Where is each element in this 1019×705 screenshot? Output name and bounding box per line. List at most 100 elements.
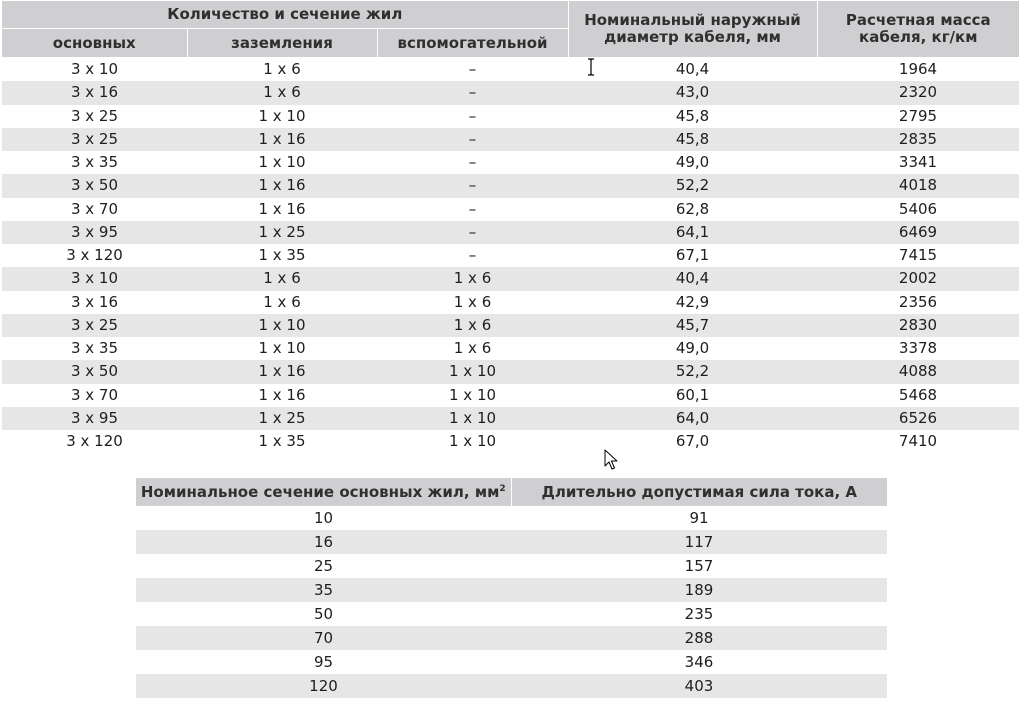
table-row: 120 403 bbox=[136, 674, 887, 698]
aux-cores-cell: 1 x 6 bbox=[377, 267, 569, 291]
main-cores-cell: 3 x 70 bbox=[70, 385, 119, 404]
diameter-cell: 45,8 bbox=[568, 127, 818, 151]
mass-cell: 6526 bbox=[817, 406, 1019, 430]
diameter-cell: 64,1 bbox=[568, 220, 818, 244]
diameter-cell: 40,4 bbox=[675, 60, 710, 79]
mass-cell: 7415 bbox=[898, 246, 938, 265]
table-row: 50 235 bbox=[136, 602, 887, 626]
ground-cores-cell: 1 x 16 bbox=[187, 174, 377, 198]
group-header-cores: Количество и сечение жил bbox=[2, 1, 569, 29]
mass-cell: 5406 bbox=[898, 199, 938, 218]
table-row: 3 x 70 1 x 16 1 x 10 60,1 5468 bbox=[2, 384, 1019, 407]
main-cores-cell: 3 x 120 bbox=[66, 246, 123, 265]
nominal-section-cell: 16 bbox=[136, 530, 511, 554]
current-cell: 346 bbox=[684, 652, 714, 671]
table-row: 3 x 95 1 x 25 1 x 10 64,0 6526 bbox=[2, 406, 1019, 430]
current-rating-table: Номинальное сечение основных жил, мм2 Дл… bbox=[136, 478, 887, 698]
aux-cores-cell: – bbox=[468, 246, 477, 265]
header-ground-cores: заземления bbox=[186, 28, 377, 58]
nominal-section-cell: 25 bbox=[313, 556, 334, 575]
main-cores-cell: 3 x 95 bbox=[2, 220, 187, 244]
nominal-section-cell: 10 bbox=[313, 508, 334, 527]
main-cores-cell: 3 x 25 bbox=[70, 106, 119, 125]
diameter-cell: 60,1 bbox=[675, 385, 710, 404]
main-cores-cell: 3 x 16 bbox=[2, 81, 187, 105]
mass-cell: 2002 bbox=[817, 267, 1019, 291]
table-row: 3 x 25 1 x 10 1 x 6 45,7 2830 bbox=[2, 313, 1019, 337]
nominal-section-cell: 35 bbox=[136, 578, 511, 602]
table-row: 3 x 50 1 x 16–52,2 4018 bbox=[2, 174, 1019, 198]
diameter-cell: 42,9 bbox=[675, 292, 710, 311]
main-cores-cell: 3 x 50 bbox=[2, 174, 187, 198]
main-cores-cell: 3 x 50 bbox=[2, 360, 187, 384]
ground-cores-cell: 1 x 6 bbox=[187, 81, 377, 105]
aux-cores-cell: – bbox=[468, 153, 477, 172]
diameter-cell: 45,8 bbox=[675, 106, 710, 125]
aux-cores-cell: 1 x 6 bbox=[377, 313, 569, 337]
aux-cores-cell: – bbox=[468, 60, 477, 79]
diameter-cell: 49,0 bbox=[675, 339, 710, 358]
diameter-cell: 64,0 bbox=[568, 406, 818, 430]
aux-cores-cell: 1 x 10 bbox=[377, 360, 569, 384]
table-row: 3 x 35 1 x 10 – 49,0 3341 bbox=[2, 151, 1019, 174]
mass-cell: 2830 bbox=[817, 313, 1019, 337]
table-row: 3 x 25 1 x 10 – 45,8 2795 bbox=[2, 105, 1019, 128]
ground-cores-cell: 1 x 35 bbox=[258, 246, 306, 265]
header-mass: Расчетная масса кабеля, кг/км bbox=[816, 1, 1019, 58]
table-row: 70 288 bbox=[136, 626, 887, 650]
ground-cores-cell: 1 x 6 bbox=[263, 60, 301, 79]
current-cell: 189 bbox=[511, 578, 887, 602]
aux-cores-cell: – bbox=[377, 174, 569, 198]
arrow-cursor-icon bbox=[604, 449, 618, 470]
nominal-section-cell: 70 bbox=[136, 626, 511, 650]
aux-cores-cell: 1 x 6 bbox=[453, 292, 492, 311]
header-nominal-section-sup: 2 bbox=[499, 484, 506, 494]
table-row: 3 x 50 1 x 16 1 x 10 52,2 4088 bbox=[2, 360, 1019, 384]
mass-cell: 7410 bbox=[898, 432, 938, 451]
header-aux-cores: вспомогательной bbox=[376, 28, 569, 58]
aux-cores-cell: 1 x 10 bbox=[448, 432, 497, 451]
main-cores-cell: 3 x 10 bbox=[70, 60, 119, 79]
text-cursor-icon bbox=[588, 58, 594, 76]
ground-cores-cell: 1 x 35 bbox=[258, 432, 306, 451]
diameter-cell: 40,4 bbox=[568, 267, 818, 291]
mass-cell: 4088 bbox=[817, 360, 1019, 384]
aux-cores-cell: 1 x 10 bbox=[448, 385, 497, 404]
main-cores-cell: 3 x 70 bbox=[70, 199, 119, 218]
mass-cell: 2320 bbox=[817, 81, 1019, 105]
mass-cell: 4018 bbox=[817, 174, 1019, 198]
ground-cores-cell: 1 x 10 bbox=[258, 106, 306, 125]
cable-spec-table-body: 3 x 10 1 x 6–40,4 1964 3 x 16 1 x 6–43,0 2320… bbox=[2, 58, 1019, 454]
header-nominal-section: Номинальное сечение основных жил, мм2 bbox=[136, 478, 511, 506]
mass-cell: 3378 bbox=[898, 339, 938, 358]
main-cores-cell: 3 x 10 bbox=[2, 267, 187, 291]
current-cell: 91 bbox=[689, 508, 709, 527]
diameter-cell: 67,1 bbox=[675, 246, 710, 265]
table-row: 3 x 25 1 x 16–45,8 2835 bbox=[2, 127, 1019, 151]
ground-cores-cell: 1 x 16 bbox=[258, 385, 306, 404]
ground-cores-cell: 1 x 16 bbox=[187, 360, 377, 384]
diameter-cell: 62,8 bbox=[675, 199, 710, 218]
diameter-cell: 45,7 bbox=[568, 313, 818, 337]
mass-cell: 1964 bbox=[898, 60, 938, 79]
main-cores-cell: 3 x 35 bbox=[70, 153, 119, 172]
aux-cores-cell: – bbox=[468, 106, 477, 125]
ground-cores-cell: 1 x 10 bbox=[258, 153, 306, 172]
main-cores-cell: 3 x 95 bbox=[2, 406, 187, 430]
table-row: 3 x 120 1 x 35 1 x 10 67,0 7410 bbox=[2, 430, 1019, 453]
table-row: 10 91 bbox=[136, 506, 887, 530]
table-row: 3 x 16 1 x 6–43,0 2320 bbox=[2, 81, 1019, 105]
ground-cores-cell: 1 x 25 bbox=[187, 220, 377, 244]
mass-cell: 2835 bbox=[817, 127, 1019, 151]
current-cell: 235 bbox=[684, 604, 714, 623]
header-main-cores: основных bbox=[2, 28, 187, 58]
header-nominal-section-text: Номинальное сечение основных жил, мм bbox=[140, 483, 500, 501]
main-cores-cell: 3 x 35 bbox=[70, 339, 119, 358]
header-diameter-line2: диаметр кабеля, мм bbox=[604, 28, 781, 46]
aux-cores-cell: – bbox=[468, 199, 477, 218]
diameter-cell: 52,2 bbox=[568, 360, 818, 384]
diameter-cell: 52,2 bbox=[568, 174, 818, 198]
diameter-cell: 43,0 bbox=[568, 81, 818, 105]
ground-cores-cell: 1 x 10 bbox=[258, 339, 306, 358]
